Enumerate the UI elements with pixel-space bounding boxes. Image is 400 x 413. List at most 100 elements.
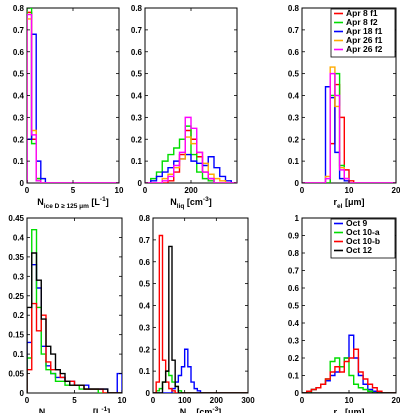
y-tick-label: 0.6: [288, 284, 300, 293]
y-tick-label: 0.8: [288, 4, 300, 13]
legend-box: [330, 218, 396, 259]
series-line-apr-26-f2: [27, 13, 119, 183]
y-tick-label: 0.6: [288, 48, 300, 57]
legend-entry: Apr 8 f2: [346, 17, 378, 27]
series-line-apr-26-f1: [27, 18, 119, 183]
y-tick-label: 0.6: [139, 258, 151, 267]
x-tick-label: 200: [184, 186, 198, 195]
y-tick-label: 0.7: [13, 26, 25, 35]
x-tick-label: 0: [143, 186, 148, 195]
histogram-panel-4: 0 0.05 0.1 0.15 0.2 0.25 0.3 0.35 0.4 0.45 0 5 10 Nic…: [8, 214, 127, 413]
series-line-oct-10-b: [153, 234, 248, 393]
y-tick-label: 1: [295, 214, 300, 223]
y-tick-label: 0.4: [13, 233, 25, 242]
y-tick-label: 0.9: [288, 232, 300, 241]
y-tick-label: 0.05: [8, 370, 24, 379]
y-tick-label: 0.3: [288, 337, 300, 346]
y-tick-label: 0.8: [288, 249, 300, 258]
y-tick-label: 0.4: [131, 92, 143, 101]
series-group: [27, 8, 119, 183]
legend-entry: Oct 12: [346, 245, 372, 255]
y-tick-label: 0.25: [8, 292, 24, 301]
legend-entry: Apr 26 f2: [346, 44, 383, 54]
y-tick-label: 0.1: [139, 367, 151, 376]
series-line-apr-26-f1: [302, 66, 396, 183]
y-tick-label: 0.1: [131, 157, 143, 166]
series-group: [145, 116, 237, 183]
y-tick-label: 0.6: [13, 48, 25, 57]
series-line-oct-12: [27, 252, 122, 393]
y-tick-label: 0.6: [131, 48, 143, 57]
x-axis-label: Nliq [cm-3]: [170, 196, 211, 210]
histogram-panel-3: 0 0.1 0.2 0.3 0.4 0.5 0.6 0.7 0.8 0 10 20 rel [μm] Ap…: [288, 4, 400, 210]
x-tick-label: 0: [300, 396, 305, 405]
x-axis-label: Nliq [cm-3]: [180, 406, 221, 413]
legend-entry: Oct 10-a: [346, 227, 380, 237]
legend-entry: Apr 26 f1: [346, 35, 383, 45]
y-tick-label: 0.3: [139, 323, 151, 332]
series-line-apr-26-f1: [145, 136, 237, 183]
y-tick-label: 0.7: [288, 26, 300, 35]
x-tick-label: 10: [345, 396, 354, 405]
y-tick-label: 0.2: [131, 135, 143, 144]
y-tick-label: 0.3: [288, 113, 300, 122]
y-tick-label: 0.4: [288, 319, 300, 328]
y-tick-label: 0: [138, 179, 143, 188]
x-tick-label: 20: [392, 186, 400, 195]
y-tick-label: 0.2: [13, 311, 25, 320]
y-tick-label: 0.5: [139, 280, 151, 289]
series-line-apr-26-f2: [145, 116, 237, 183]
y-tick-label: 0.3: [131, 113, 143, 122]
x-tick-label: 0: [25, 186, 30, 195]
y-tick-label: 0.1: [288, 372, 300, 381]
histogram-panel-6: 00.10.20.30.40.50.60.70.80.9101020rel [μ…: [288, 214, 400, 413]
x-tick-label: 100: [178, 396, 192, 405]
histogram-panel-5: 0 0.1 0.2 0.3 0.4 0.5 0.6 0.7 0.8 0 100 200 300 Nliq …: [139, 214, 255, 413]
x-tick-label: 5: [71, 186, 76, 195]
y-tick-label: 0.4: [288, 92, 300, 101]
y-tick-label: 0: [20, 179, 25, 188]
y-tick-label: 0.5: [131, 70, 143, 79]
axes-frame: [26, 7, 120, 184]
y-tick-label: 0.15: [8, 331, 24, 340]
y-tick-label: 0.1: [13, 157, 25, 166]
x-tick-label: 200: [210, 396, 224, 405]
x-tick-label: 10: [115, 186, 124, 195]
x-tick-label: 0: [300, 186, 305, 195]
y-tick-label: 0.8: [131, 4, 143, 13]
x-axis-label: Nice D ≥ 125 μm [L-1]: [39, 406, 110, 413]
y-tick-label: 0.2: [139, 345, 151, 354]
y-tick-label: 0.5: [13, 70, 25, 79]
legend-entry: Apr 18 f1: [346, 26, 383, 36]
series-line-apr-26-f2: [302, 72, 396, 183]
x-tick-label: 10: [345, 186, 354, 195]
y-tick-label: 0.3: [13, 272, 25, 281]
y-tick-label: 0.8: [139, 214, 151, 223]
y-tick-label: 0.2: [288, 135, 300, 144]
y-tick-label: 0.5: [288, 70, 300, 79]
y-tick-label: 0: [20, 389, 25, 398]
y-tick-label: 0.7: [139, 236, 151, 245]
x-tick-label: 0: [151, 396, 156, 405]
histogram-panel-1: 0 0.1 0.2 0.3 0.4 0.5 0.6 0.7 0.8 0 5 10 Nice D ≥ 12…: [13, 4, 124, 210]
y-tick-label: 0.1: [288, 157, 300, 166]
legend-entry: Apr 8 f1: [346, 8, 378, 18]
series-group: [27, 228, 122, 393]
x-axis-label: rel [μm]: [334, 197, 365, 210]
x-tick-label: 0: [25, 396, 30, 405]
x-tick-label: 5: [72, 396, 77, 405]
y-tick-label: 0.4: [13, 92, 25, 101]
x-tick-label: 10: [118, 396, 127, 405]
y-tick-label: 0: [146, 389, 151, 398]
series-line-apr-18-f1: [145, 153, 237, 183]
x-tick-label: 20: [392, 396, 400, 405]
series-line-oct-10-b: [302, 348, 396, 393]
y-tick-label: 0.2: [13, 135, 25, 144]
x-axis-label: rel [μm]: [334, 407, 365, 413]
y-tick-label: 0.45: [8, 214, 24, 223]
series-line-apr-18-f1: [27, 33, 119, 183]
